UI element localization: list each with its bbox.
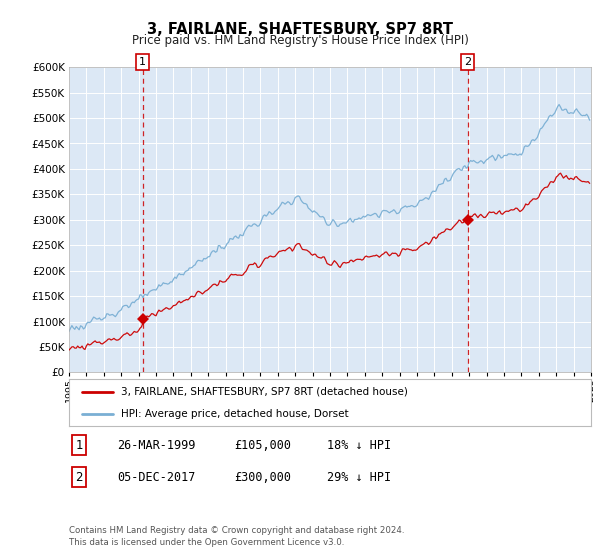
- Text: 2: 2: [464, 57, 472, 67]
- Text: 3, FAIRLANE, SHAFTESBURY, SP7 8RT: 3, FAIRLANE, SHAFTESBURY, SP7 8RT: [147, 22, 453, 38]
- Text: 26-MAR-1999: 26-MAR-1999: [117, 438, 196, 452]
- Text: HPI: Average price, detached house, Dorset: HPI: Average price, detached house, Dors…: [121, 409, 349, 419]
- Text: 3, FAIRLANE, SHAFTESBURY, SP7 8RT (detached house): 3, FAIRLANE, SHAFTESBURY, SP7 8RT (detac…: [121, 386, 408, 396]
- Text: Price paid vs. HM Land Registry's House Price Index (HPI): Price paid vs. HM Land Registry's House …: [131, 34, 469, 46]
- Text: Contains HM Land Registry data © Crown copyright and database right 2024.: Contains HM Land Registry data © Crown c…: [69, 526, 404, 535]
- Text: 1: 1: [139, 57, 146, 67]
- Text: This data is licensed under the Open Government Licence v3.0.: This data is licensed under the Open Gov…: [69, 538, 344, 547]
- Text: £300,000: £300,000: [234, 470, 291, 484]
- Text: 05-DEC-2017: 05-DEC-2017: [117, 470, 196, 484]
- Text: 29% ↓ HPI: 29% ↓ HPI: [327, 470, 391, 484]
- Text: 1: 1: [76, 438, 83, 452]
- Text: 18% ↓ HPI: 18% ↓ HPI: [327, 438, 391, 452]
- Text: 2: 2: [76, 470, 83, 484]
- Text: £105,000: £105,000: [234, 438, 291, 452]
